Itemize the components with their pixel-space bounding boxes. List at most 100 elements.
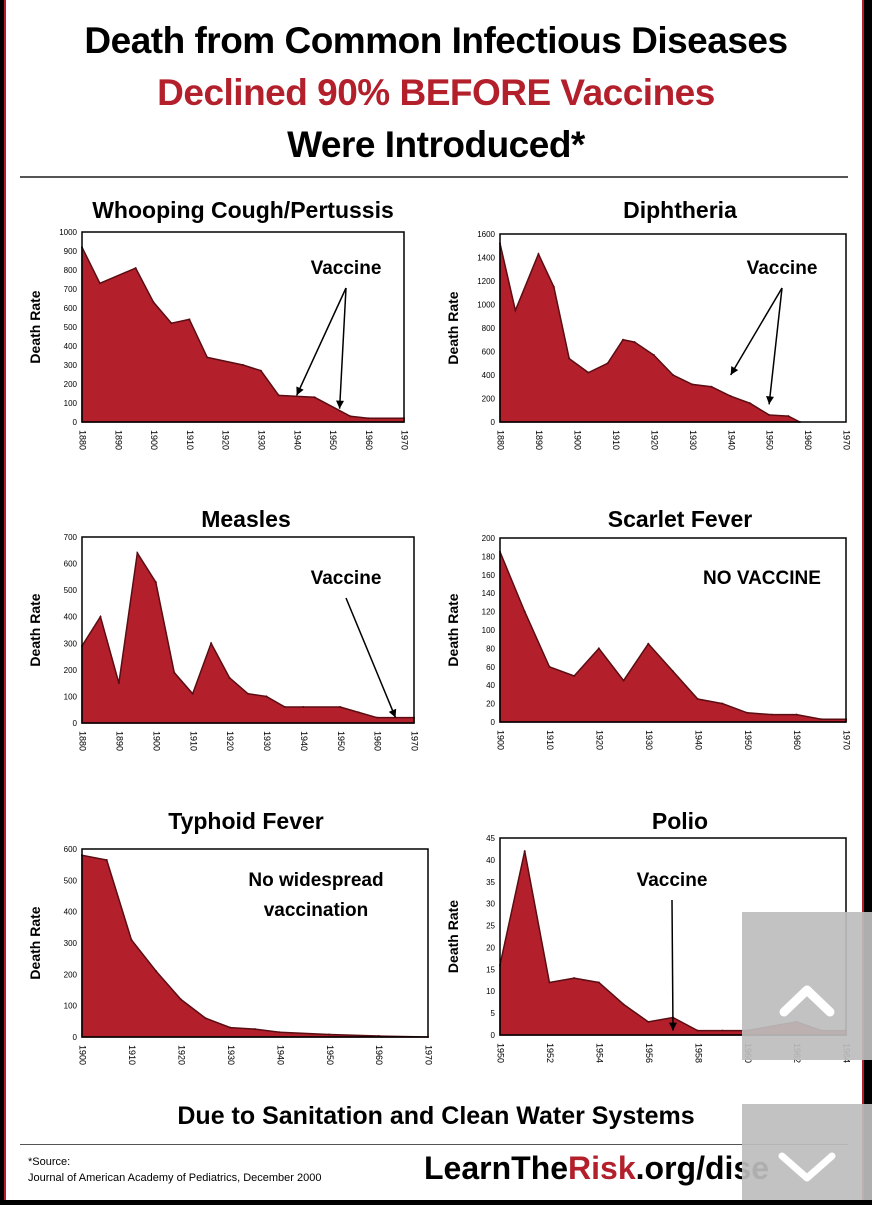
data-point	[229, 1026, 232, 1029]
scroll-down-button[interactable]	[742, 1104, 872, 1200]
data-point	[696, 698, 699, 700]
y-tick-label: 0	[73, 418, 78, 427]
data-point	[647, 642, 650, 645]
url-prefix: LearnThe	[424, 1150, 569, 1186]
y-tick-label: 100	[64, 399, 78, 408]
x-tick-label: 1954	[594, 1043, 604, 1063]
x-tick-label: 1970	[842, 430, 852, 450]
data-point	[622, 679, 625, 682]
y-tick-label: 300	[64, 939, 78, 948]
y-tick-label: 700	[64, 285, 78, 294]
y-tick-label: 600	[482, 348, 496, 357]
data-point	[633, 341, 636, 344]
data-point	[278, 1031, 281, 1034]
annotation-arrow	[345, 597, 397, 718]
data-point	[552, 285, 555, 288]
data-point	[622, 1003, 625, 1006]
area-series	[81, 550, 415, 724]
y-tick-label: 5	[491, 1009, 496, 1018]
x-tick-label: 1920	[594, 730, 604, 750]
website-url[interactable]: LearnTheRisk.org/dise	[424, 1150, 769, 1187]
x-tick-label: 1890	[534, 430, 544, 450]
chart-annotation: No widespread vaccination	[248, 870, 384, 921]
y-tick-label: 400	[64, 613, 78, 622]
source-label: *Source:	[28, 1156, 71, 1168]
annotation-arrow	[730, 287, 783, 376]
data-point	[820, 718, 823, 721]
x-tick-label: 1930	[688, 430, 698, 450]
data-point	[573, 675, 576, 677]
y-tick-label: 25	[486, 922, 495, 931]
y-tick-label: 60	[486, 663, 495, 672]
data-point	[206, 356, 209, 359]
x-tick-label: 1920	[649, 430, 659, 450]
data-point	[173, 671, 176, 674]
annotation-arrow	[671, 899, 674, 1031]
y-axis-label: Death Rate	[445, 291, 461, 364]
x-tick-label: 1910	[611, 430, 621, 450]
data-point	[313, 396, 316, 399]
x-tick-label: 1890	[113, 430, 123, 450]
x-tick-label: 1950	[743, 730, 753, 750]
x-tick-label: 1970	[424, 1045, 434, 1065]
y-tick-label: 600	[64, 560, 78, 569]
y-tick-label: 180	[482, 552, 496, 561]
y-tick-label: 10	[486, 987, 495, 996]
data-point	[514, 309, 517, 312]
data-point	[597, 981, 600, 984]
y-tick-label: 600	[64, 845, 78, 854]
arrow-head	[388, 708, 397, 718]
y-tick-label: 800	[482, 324, 496, 333]
scroll-up-button[interactable]	[742, 912, 872, 1060]
data-point	[136, 551, 139, 554]
annotation-arrow	[295, 287, 347, 396]
data-point	[721, 1029, 724, 1032]
y-tick-label: 700	[64, 533, 78, 542]
y-tick-label: 400	[64, 908, 78, 917]
x-tick-label: 1950	[496, 1043, 506, 1063]
x-tick-label: 1900	[151, 731, 161, 751]
y-tick-label: 300	[64, 361, 78, 370]
data-point	[179, 998, 182, 1001]
x-tick-label: 1940	[299, 731, 309, 751]
y-tick-label: 500	[64, 876, 78, 885]
data-point	[302, 706, 305, 709]
data-point	[770, 713, 773, 716]
chevron-up-icon	[779, 985, 835, 1017]
y-tick-label: 100	[64, 692, 78, 701]
arrow-head	[296, 386, 304, 396]
x-tick-label: 1880	[78, 430, 88, 450]
x-tick-label: 1910	[127, 1045, 137, 1065]
annotation-arrow	[338, 287, 347, 409]
y-tick-label: 200	[64, 666, 78, 675]
y-tick-label: 0	[491, 718, 496, 727]
data-point	[787, 415, 790, 418]
data-point	[622, 338, 625, 341]
data-point	[376, 716, 379, 719]
y-tick-label: 600	[64, 304, 78, 313]
chart-title: Typhoid Fever	[168, 808, 324, 834]
y-tick-label: 200	[482, 395, 496, 404]
x-tick-label: 1920	[221, 430, 231, 450]
data-point	[746, 711, 749, 714]
x-tick-label: 1950	[325, 1045, 335, 1065]
data-point	[188, 318, 191, 321]
data-point	[259, 369, 262, 372]
x-tick-label: 1890	[115, 731, 125, 751]
y-tick-label: 200	[64, 380, 78, 389]
x-tick-label: 1960	[803, 430, 813, 450]
x-tick-label: 1960	[374, 1045, 384, 1065]
y-tick-label: 400	[482, 371, 496, 380]
data-point	[672, 670, 674, 673]
chart-title: Diphtheria	[623, 197, 737, 223]
data-point	[99, 615, 102, 618]
y-tick-label: 0	[491, 418, 496, 427]
data-point	[548, 981, 551, 984]
chart-typhoid-fever: 0 100 200 300 400 500 600 1900 1910 1920 1930 1940 1…	[27, 845, 434, 1065]
area-series	[81, 854, 429, 1038]
data-point	[523, 610, 526, 613]
data-point	[537, 252, 540, 255]
data-point	[204, 1017, 207, 1020]
y-tick-label: 1400	[477, 254, 495, 263]
x-tick-label: 1920	[225, 731, 235, 751]
